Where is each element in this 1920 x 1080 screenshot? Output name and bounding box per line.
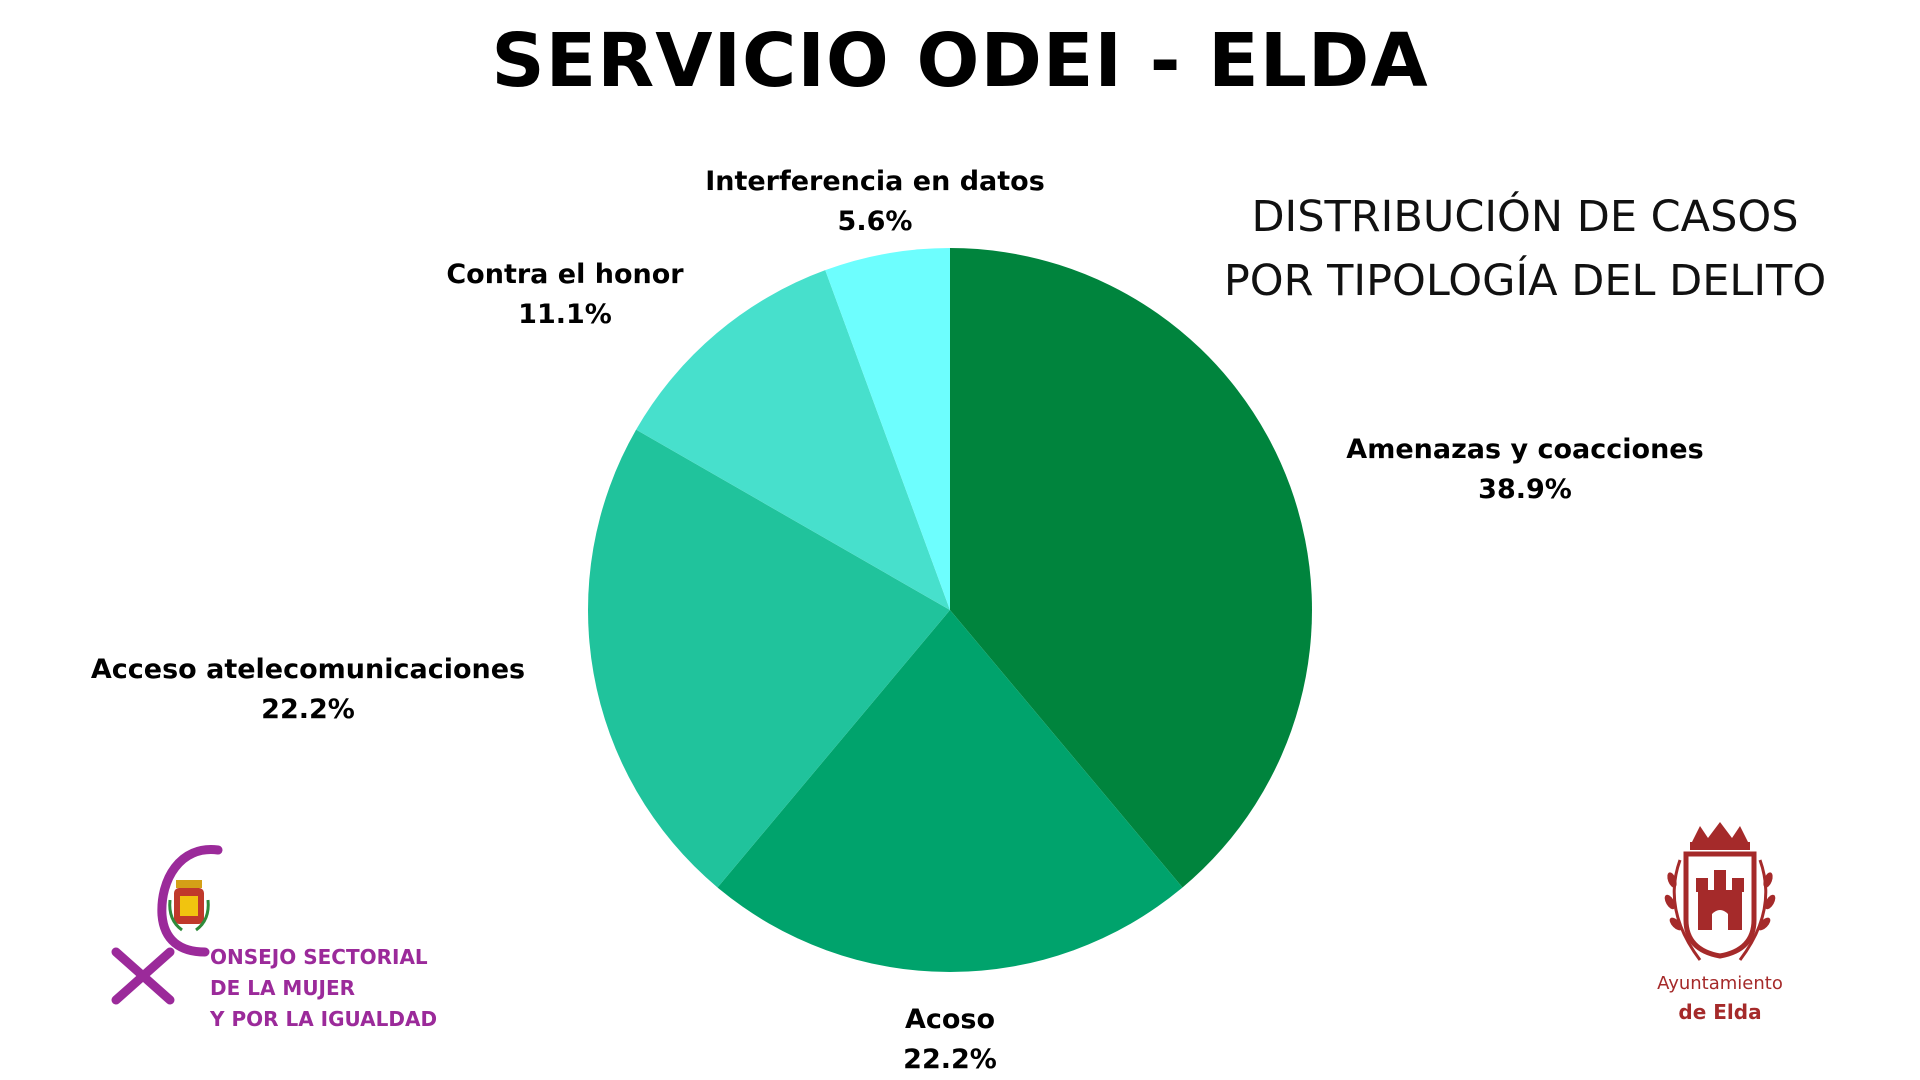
slice-label-value: 5.6% <box>837 206 913 237</box>
pie-slice-4 <box>825 248 950 610</box>
consejo-line-2: DE LA MUJER <box>210 976 356 1000</box>
ayuntamiento-line-2: de Elda <box>1678 1000 1762 1024</box>
ayuntamiento-elda-logo: Ayuntamiento de Elda <box>1640 820 1800 1030</box>
slice-label-value: 38.9% <box>1478 474 1572 505</box>
consejo-sectorial-text: ONSEJO SECTORIAL DE LA MUJER Y POR LA IG… <box>210 942 437 1035</box>
slice-label-value: 11.1% <box>518 299 612 330</box>
slice-label-value: 22.2% <box>903 1044 997 1075</box>
chart-subtitle: DISTRIBUCIÓN DE CASOS POR TIPOLOGÍA DEL … <box>1200 185 1850 313</box>
ayuntamiento-text: Ayuntamiento de Elda <box>1640 970 1800 1026</box>
consejo-line-1: ONSEJO SECTORIAL <box>210 945 428 969</box>
pie-slice-2 <box>588 429 950 888</box>
coat-of-arms-icon <box>168 880 210 932</box>
pie-slice-1 <box>717 610 1183 973</box>
slice-label-name: Acceso atelecomunicaciones <box>90 654 526 685</box>
venus-symbol-icon <box>111 845 223 1005</box>
slice-label-name: Interferencia en datos <box>705 166 1045 197</box>
consejo-sectorial-logo: ONSEJO SECTORIAL DE LA MUJER Y POR LA IG… <box>110 840 440 1040</box>
subtitle-line-2: POR TIPOLOGÍA DEL DELITO <box>1223 256 1827 306</box>
slice-label-honor: Contra el honor 11.1% <box>446 255 683 335</box>
slice-label-name: Amenazas y coacciones <box>1346 434 1704 465</box>
pie-slice-0 <box>950 248 1313 888</box>
slice-label-amenazas: Amenazas y coacciones 38.9% <box>1346 430 1703 510</box>
slice-label-interferencia: Interferencia en datos 5.6% <box>705 162 1045 242</box>
slice-label-name: Contra el honor <box>446 259 684 290</box>
ayuntamiento-line-1: Ayuntamiento <box>1657 973 1783 994</box>
subtitle-line-1: DISTRIBUCIÓN DE CASOS <box>1251 192 1799 242</box>
slice-label-value: 22.2% <box>261 694 355 725</box>
slice-label-acoso: Acoso 22.2% <box>903 1000 997 1080</box>
consejo-line-3: Y POR LA IGUALDAD <box>210 1007 438 1031</box>
page-title: SERVICIO ODEI - ELDA <box>491 18 1429 104</box>
elda-crest-icon <box>1664 822 1776 961</box>
slice-label-name: Acoso <box>904 1004 996 1035</box>
slice-label-acceso: Acceso atelecomunicaciones 22.2% <box>91 650 525 730</box>
pie-slice-3 <box>636 270 950 610</box>
